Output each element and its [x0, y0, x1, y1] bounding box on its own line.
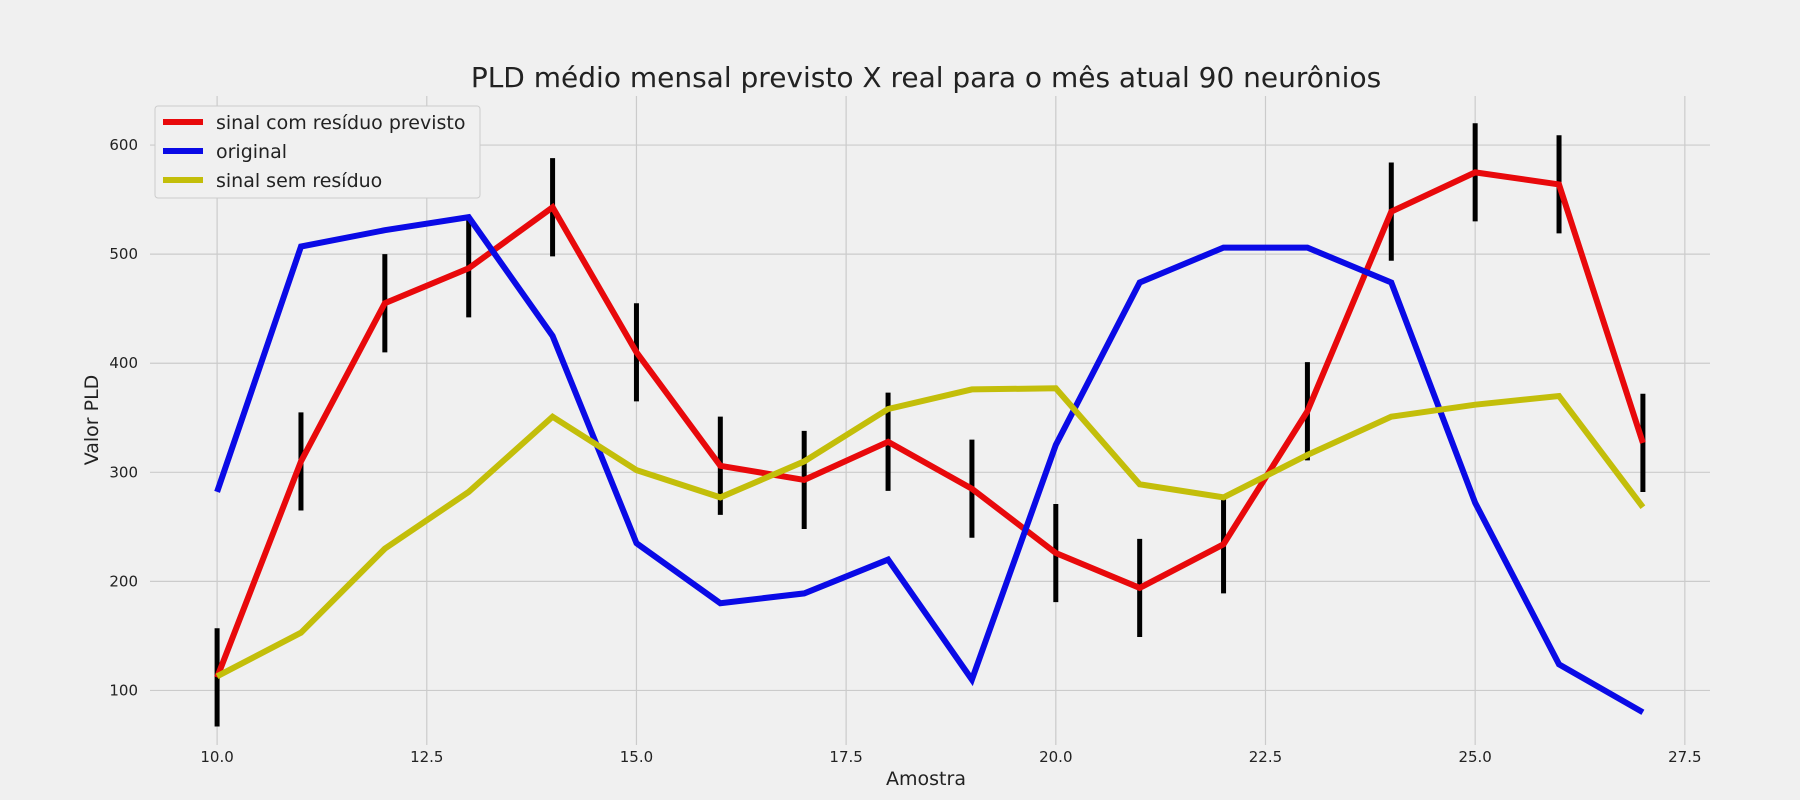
- grid: [150, 96, 1710, 745]
- y-tick-labels: 100 200 300 400 500 600: [109, 136, 138, 699]
- y-tick-label: 400: [109, 354, 138, 372]
- x-tick-labels: 10.0 12.5 15.0 17.5 20.0 22.5 25.0 27.5: [200, 748, 1701, 766]
- legend: sinal com resíduo previsto original sinal …: [154, 105, 481, 199]
- y-tick-label: 300: [109, 463, 138, 481]
- y-tick-label: 100: [109, 681, 138, 699]
- series-lines: [214, 169, 1646, 715]
- x-tick-label: 10.0: [200, 748, 233, 766]
- x-tick-label: 27.5: [1668, 748, 1701, 766]
- x-tick-label: 12.5: [410, 748, 443, 766]
- x-tick-label: 25.0: [1458, 748, 1491, 766]
- x-tick-label: 17.5: [829, 748, 862, 766]
- legend-label: sinal sem resíduo: [216, 170, 382, 192]
- x-tick-label: 20.0: [1039, 748, 1072, 766]
- x-axis-label: Amostra: [886, 768, 966, 790]
- legend-label: sinal com resíduo previsto: [216, 112, 465, 134]
- y-tick-label: 500: [109, 245, 138, 263]
- chart-title: PLD médio mensal previsto X real para o …: [471, 61, 1381, 94]
- series-line-2: [215, 385, 1646, 679]
- legend-box: [154, 105, 481, 199]
- legend-label: original: [216, 141, 287, 163]
- x-tick-label: 15.0: [620, 748, 653, 766]
- series-line-1: [214, 213, 1645, 715]
- x-tick-label: 22.5: [1249, 748, 1282, 766]
- y-axis-label: Valor PLD: [81, 375, 103, 466]
- series-line-0: [214, 169, 1646, 679]
- y-tick-label: 600: [109, 136, 138, 154]
- y-tick-label: 200: [109, 572, 138, 590]
